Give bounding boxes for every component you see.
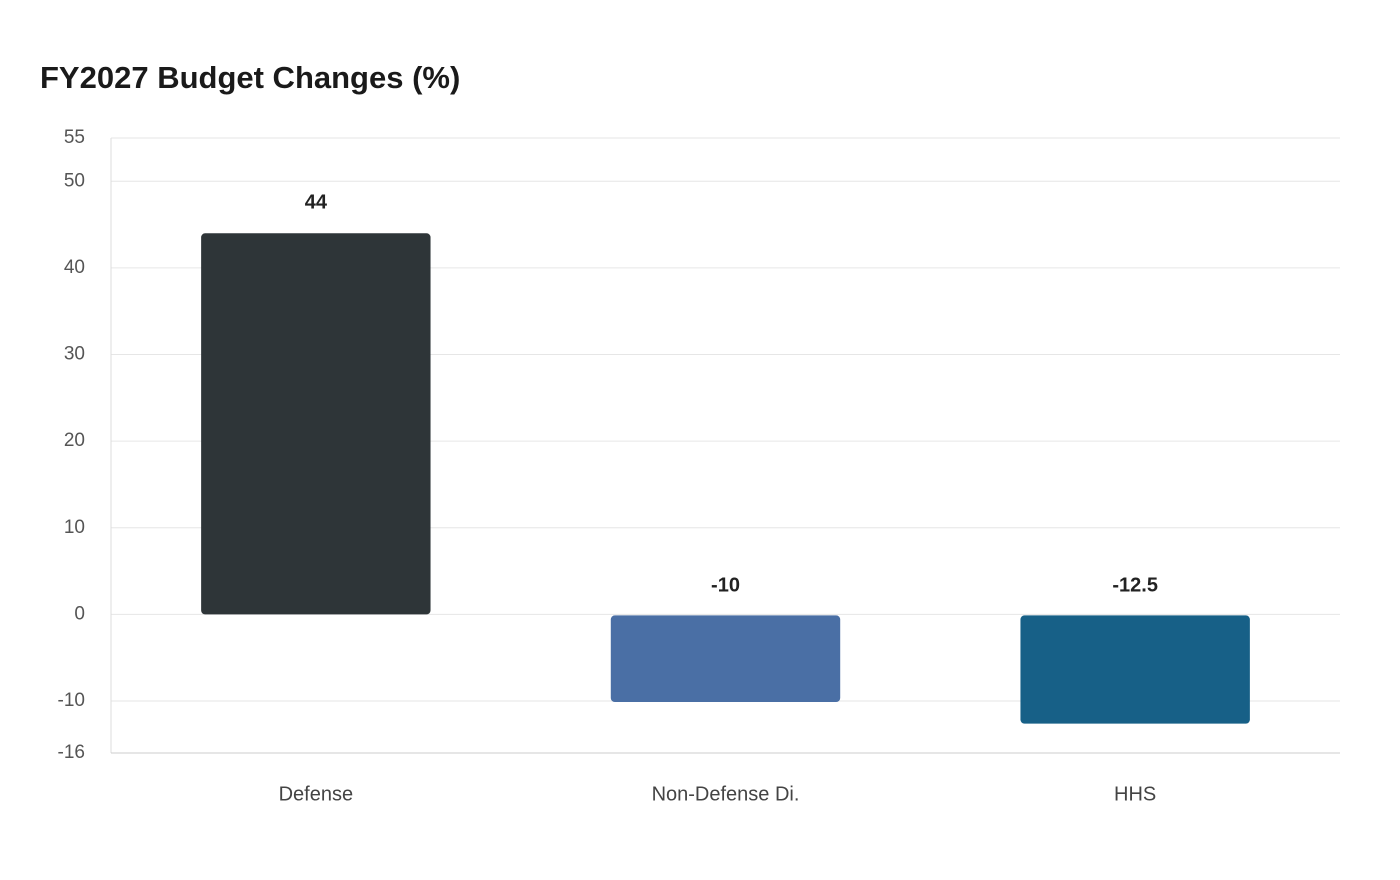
y-tick-label: 20	[64, 430, 85, 451]
bar	[610, 615, 841, 703]
y-tick-label: 30	[64, 344, 85, 365]
bar	[1020, 615, 1250, 724]
y-tick-label: 40	[64, 257, 85, 278]
y-tick-label: 10	[64, 517, 85, 538]
y-tick-label: 50	[64, 170, 85, 191]
value-label: -12.5	[1112, 575, 1158, 597]
chart-title: FY2027 Budget Changes (%)	[40, 60, 460, 95]
bar	[201, 233, 431, 615]
x-tick-label: Non-Defense Di.	[652, 783, 800, 805]
y-tick-label: 0	[74, 603, 85, 624]
value-label: 44	[305, 192, 328, 214]
y-tick-label: 55	[64, 127, 85, 148]
x-tick-label: HHS	[1114, 783, 1156, 805]
y-tick-label: -10	[58, 690, 85, 711]
x-tick-label: Defense	[279, 783, 354, 805]
value-label: -10	[711, 575, 740, 597]
y-tick-label: -16	[58, 742, 85, 763]
